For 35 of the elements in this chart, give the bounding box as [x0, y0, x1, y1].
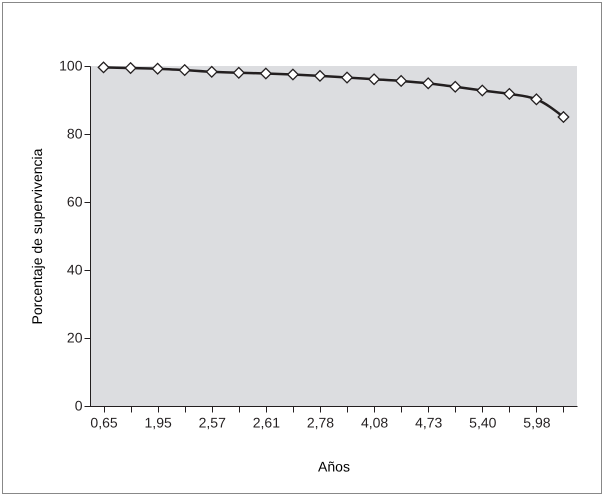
point [152, 62, 164, 75]
x-axis-title: Años [318, 458, 350, 474]
point [287, 68, 299, 80]
y-tick-label: 80 [66, 126, 83, 142]
y-tick-label: 60 [66, 194, 83, 210]
y-tick-label: 40 [66, 262, 83, 278]
x-tick-label: 5,40 [469, 414, 497, 430]
point [368, 73, 380, 86]
x-tick-label: 5,98 [523, 414, 551, 430]
y-tick-label: 0 [74, 398, 83, 414]
x-tick-label: 1,95 [144, 414, 172, 430]
point [178, 64, 191, 76]
x-tick-label: 2,57 [198, 414, 226, 430]
point [260, 68, 272, 80]
x-tick-label: 4,73 [415, 414, 443, 430]
point [232, 66, 245, 79]
point [395, 75, 408, 87]
point [341, 72, 353, 84]
x-tick-label: 4,08 [360, 414, 388, 430]
y-axis-title: Porcentaje de supervivencia [29, 148, 46, 324]
y-tick-label: 100 [59, 58, 83, 74]
x-tick-label: 2,61 [252, 414, 280, 430]
point [98, 61, 110, 74]
y-tick-label: 20 [66, 330, 83, 346]
point [503, 88, 516, 100]
point [124, 62, 136, 74]
x-tick-label: 2,78 [306, 414, 334, 430]
point [314, 70, 326, 82]
point [206, 66, 218, 78]
point [422, 77, 434, 90]
point [530, 93, 542, 106]
point [449, 80, 462, 93]
x-tick-label: 0,65 [90, 414, 118, 430]
point [558, 111, 570, 123]
point [476, 84, 488, 96]
